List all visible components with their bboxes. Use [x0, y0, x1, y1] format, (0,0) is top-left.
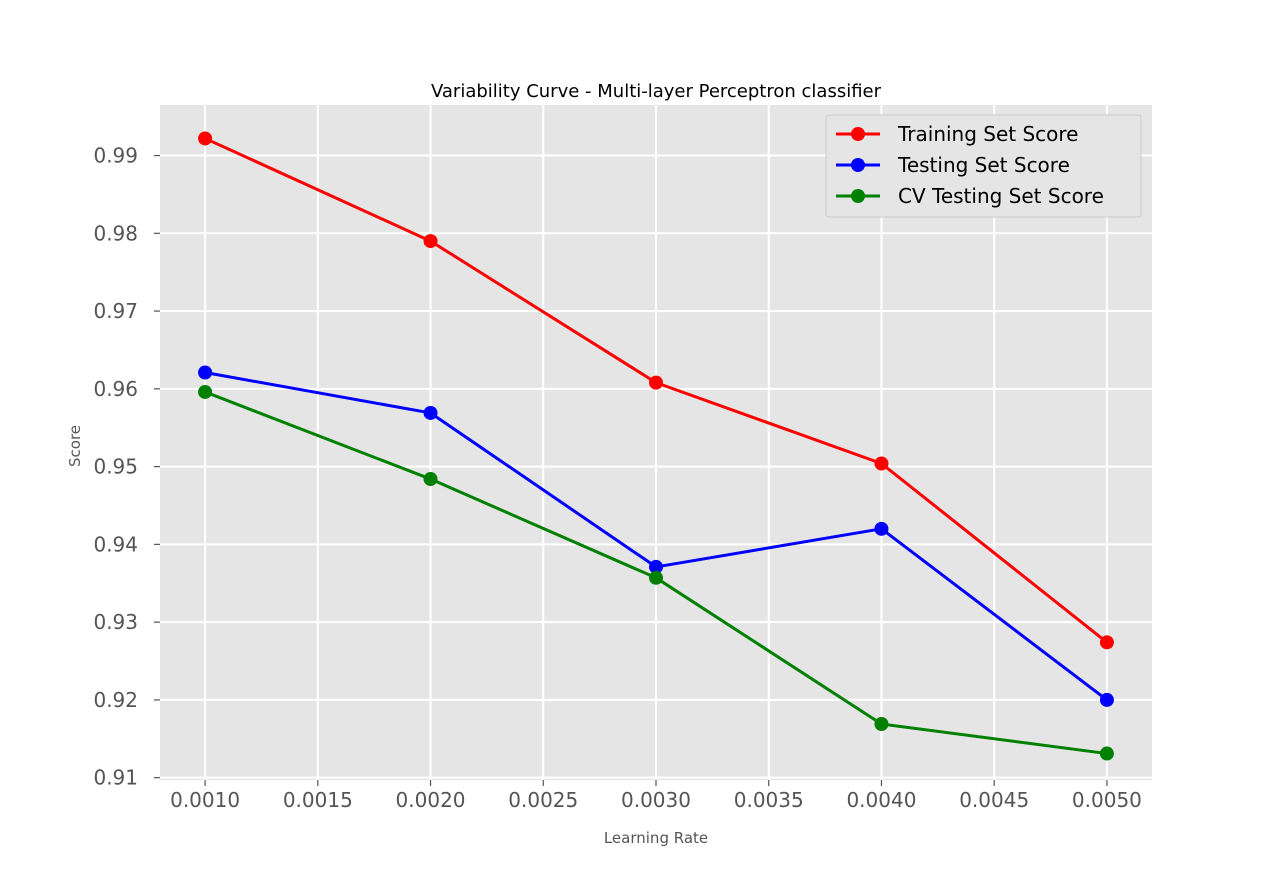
data-point — [874, 456, 889, 471]
data-point — [1099, 746, 1114, 761]
x-tick-label: 0.0010 — [170, 788, 240, 812]
y-tick-label: 0.94 — [93, 532, 138, 556]
legend: Training Set Score Testing Set Score CV Te… — [825, 114, 1142, 218]
x-tick-label: 0.0030 — [621, 788, 691, 812]
data-point — [874, 521, 889, 536]
legend-entry: Training Set Score — [836, 122, 1079, 146]
y-tick-label: 0.98 — [93, 221, 138, 245]
series-2 — [198, 384, 1114, 761]
x-tick-label: 0.0045 — [959, 788, 1029, 812]
data-point — [1099, 692, 1114, 707]
y-tick-label: 0.91 — [93, 766, 138, 790]
chart-title: Variability Curve - Multi-layer Perceptr… — [431, 81, 882, 102]
data-point — [649, 375, 663, 390]
y-tick-label: 0.92 — [93, 688, 138, 712]
legend-entry: CV Testing Set Score — [836, 184, 1104, 208]
y-tick-label: 0.99 — [93, 144, 138, 168]
data-point — [649, 559, 663, 574]
data-point — [198, 384, 213, 399]
data-point — [874, 717, 889, 732]
data-point — [649, 570, 663, 585]
x-tick-label: 0.0015 — [283, 788, 353, 812]
y-tick-label: 0.96 — [93, 377, 138, 401]
series-layer — [198, 131, 1114, 761]
data-point — [198, 365, 213, 380]
series-0 — [198, 131, 1114, 650]
x-tick-label: 0.0020 — [396, 788, 466, 812]
y-axis-label: Score — [66, 425, 84, 467]
legend-label: Testing Set Score — [897, 153, 1070, 177]
y-tick-label: 0.93 — [93, 610, 138, 634]
x-axis-label: Learning Rate — [604, 829, 708, 847]
data-point — [198, 131, 213, 146]
legend-swatch-marker — [851, 189, 865, 203]
legend-swatch-marker — [851, 158, 865, 172]
legend-box — [825, 114, 1142, 218]
x-tick-label: 0.0050 — [1072, 788, 1142, 812]
data-point — [423, 405, 438, 420]
legend-swatch-marker — [851, 127, 865, 141]
data-point — [1099, 635, 1114, 650]
data-point — [423, 472, 438, 487]
x-tick-label: 0.0025 — [508, 788, 578, 812]
x-tick-label: 0.0035 — [734, 788, 804, 812]
legend-entry: Testing Set Score — [836, 153, 1070, 177]
x-tick-label: 0.0040 — [846, 788, 916, 812]
y-tick-label: 0.95 — [93, 455, 138, 479]
y-tick-label: 0.97 — [93, 299, 138, 323]
axis-ticks: 0.0010 0.0015 0.0020 0.0025 0.0030 0.0035 0.00… — [93, 144, 1141, 812]
legend-label: CV Testing Set Score — [898, 184, 1104, 208]
series-1 — [198, 365, 1114, 707]
data-point — [423, 234, 438, 249]
legend-label: Training Set Score — [897, 122, 1079, 146]
